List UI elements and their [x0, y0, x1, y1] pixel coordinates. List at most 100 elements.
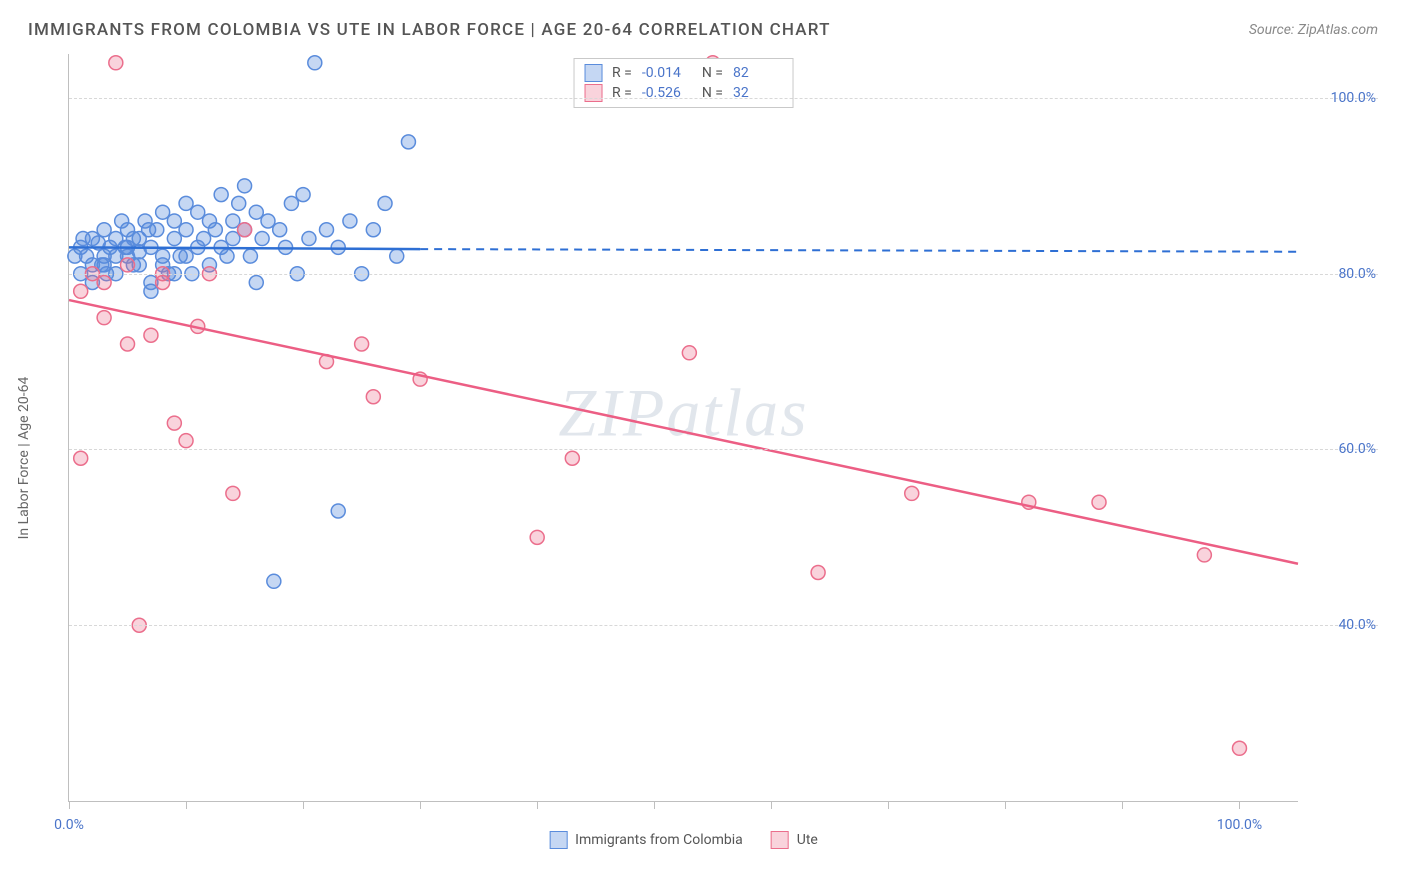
- x-tick: [420, 801, 421, 809]
- series-legend-item: Immigrants from Colombia: [549, 831, 743, 849]
- chart-title: IMMIGRANTS FROM COLOMBIA VS UTE IN LABOR…: [28, 20, 831, 40]
- y-tick-label: 40.0%: [1338, 617, 1376, 633]
- regression-line-dashed: [420, 249, 1298, 252]
- y-tick-label: 80.0%: [1338, 266, 1376, 282]
- x-tick: [186, 801, 187, 809]
- series-legend-label: Immigrants from Colombia: [575, 832, 743, 848]
- chart-header: IMMIGRANTS FROM COLOMBIA VS UTE IN LABOR…: [0, 0, 1406, 52]
- scatter-point: [308, 56, 322, 70]
- scatter-point: [167, 416, 181, 430]
- scatter-point: [232, 196, 246, 210]
- legend-r-label: R =: [612, 65, 632, 81]
- scatter-point: [197, 232, 211, 246]
- legend-row: R = -0.014N = 82: [584, 63, 783, 83]
- series-legend-label: Ute: [797, 832, 818, 848]
- scatter-point: [565, 451, 579, 465]
- scatter-point: [76, 232, 90, 246]
- x-tick-label: 0.0%: [54, 817, 84, 833]
- x-tick-label: 100.0%: [1217, 817, 1262, 833]
- scatter-point: [905, 486, 919, 500]
- scatter-point: [156, 275, 170, 289]
- scatter-point: [68, 249, 82, 263]
- scatter-point: [121, 258, 135, 272]
- scatter-point: [226, 214, 240, 228]
- series-legend: Immigrants from Colombia Ute: [549, 831, 818, 849]
- x-tick: [1122, 801, 1123, 809]
- x-tick: [888, 801, 889, 809]
- scatter-point: [267, 574, 281, 588]
- scatter-point: [220, 249, 234, 263]
- series-legend-item: Ute: [771, 831, 818, 849]
- legend-swatch: [549, 831, 567, 849]
- plot-area: ZIPatlas R = -0.014N = 82R = -0.526N = 3…: [68, 54, 1298, 802]
- scatter-point: [74, 451, 88, 465]
- regression-line: [69, 247, 420, 249]
- scatter-point: [366, 390, 380, 404]
- scatter-point: [179, 196, 193, 210]
- gridline-h: [69, 449, 1378, 450]
- scatter-point: [179, 249, 193, 263]
- scatter-point: [255, 232, 269, 246]
- scatter-point: [179, 434, 193, 448]
- x-tick: [69, 801, 70, 809]
- y-axis-title: In Labor Force | Age 20-64: [16, 377, 32, 540]
- scatter-point: [1197, 548, 1211, 562]
- legend-row: R = -0.526N = 32: [584, 83, 783, 103]
- scatter-point: [682, 346, 696, 360]
- scatter-point: [343, 214, 357, 228]
- scatter-point: [249, 275, 263, 289]
- x-tick: [771, 801, 772, 809]
- scatter-point: [320, 223, 334, 237]
- scatter-point: [249, 205, 263, 219]
- scatter-point: [97, 275, 111, 289]
- legend-swatch: [584, 64, 602, 82]
- scatter-point: [1232, 741, 1246, 755]
- scatter-plot-svg: [69, 54, 1298, 801]
- scatter-point: [378, 196, 392, 210]
- scatter-point: [179, 223, 193, 237]
- scatter-point: [811, 566, 825, 580]
- legend-n-label: N =: [702, 65, 723, 81]
- scatter-point: [530, 530, 544, 544]
- chart-container: In Labor Force | Age 20-64 ZIPatlas R = …: [18, 54, 1388, 862]
- scatter-point: [302, 232, 316, 246]
- scatter-point: [366, 223, 380, 237]
- x-tick: [537, 801, 538, 809]
- scatter-point: [214, 188, 228, 202]
- scatter-point: [226, 486, 240, 500]
- scatter-point: [74, 284, 88, 298]
- x-tick: [1239, 801, 1240, 809]
- gridline-h: [69, 274, 1378, 275]
- legend-r-value: -0.014: [642, 65, 692, 81]
- scatter-point: [390, 249, 404, 263]
- scatter-point: [97, 223, 111, 237]
- x-tick: [303, 801, 304, 809]
- scatter-point: [296, 188, 310, 202]
- scatter-point: [208, 223, 222, 237]
- scatter-point: [126, 232, 140, 246]
- scatter-point: [243, 249, 257, 263]
- correlation-legend: R = -0.014N = 82R = -0.526N = 32: [573, 58, 794, 108]
- scatter-point: [284, 196, 298, 210]
- y-tick-label: 100.0%: [1331, 90, 1376, 106]
- scatter-point: [121, 337, 135, 351]
- scatter-point: [273, 223, 287, 237]
- source-label: Source: ZipAtlas.com: [1249, 22, 1378, 38]
- scatter-point: [97, 311, 111, 325]
- gridline-h: [69, 98, 1378, 99]
- scatter-point: [238, 179, 252, 193]
- x-tick: [1005, 801, 1006, 809]
- scatter-point: [401, 135, 415, 149]
- scatter-point: [238, 223, 252, 237]
- scatter-point: [355, 337, 369, 351]
- scatter-point: [191, 205, 205, 219]
- regression-line: [69, 300, 1298, 564]
- scatter-point: [167, 214, 181, 228]
- scatter-point: [167, 232, 181, 246]
- scatter-point: [156, 205, 170, 219]
- scatter-point: [142, 223, 156, 237]
- x-tick: [654, 801, 655, 809]
- y-tick-label: 60.0%: [1338, 441, 1376, 457]
- gridline-h: [69, 625, 1378, 626]
- scatter-point: [109, 56, 123, 70]
